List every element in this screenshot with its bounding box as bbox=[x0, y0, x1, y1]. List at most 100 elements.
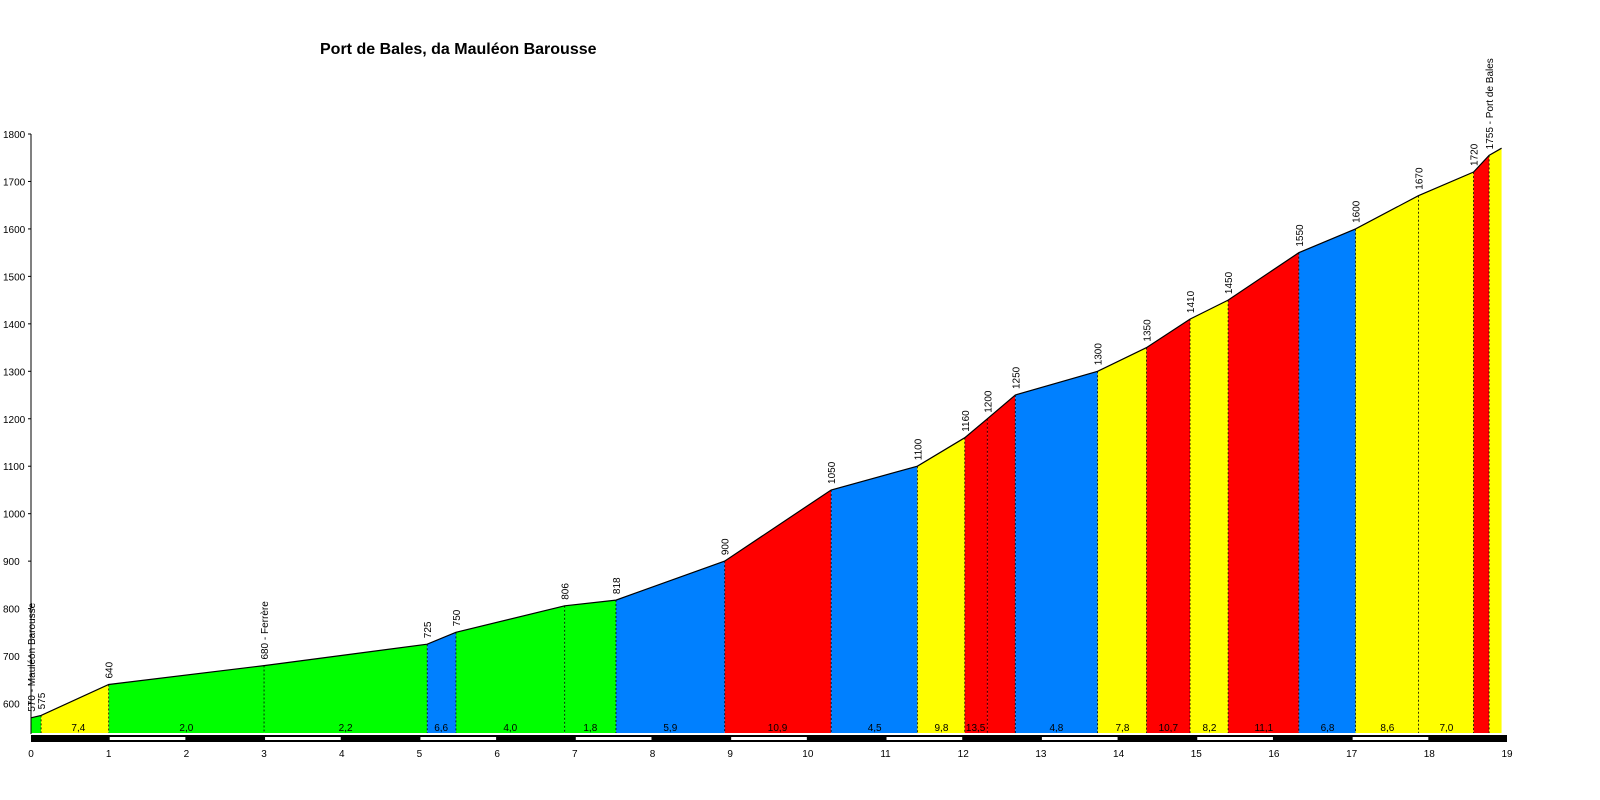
altitude-label: 1550 bbox=[1295, 224, 1306, 247]
x-axis-bar-band bbox=[575, 737, 652, 740]
profile-segment bbox=[1190, 300, 1229, 733]
altitude-label: 806 bbox=[561, 583, 572, 600]
profile-segment bbox=[1146, 319, 1191, 733]
profile-segment bbox=[987, 395, 1016, 733]
km-dividers bbox=[40, 155, 1490, 733]
altitude-label: 1670 bbox=[1414, 167, 1425, 190]
profile-segment bbox=[264, 644, 428, 733]
y-tick-label: 700 bbox=[3, 652, 20, 663]
profile-segment bbox=[831, 466, 918, 733]
x-tick-label: 15 bbox=[1191, 749, 1203, 760]
profile-segment bbox=[427, 632, 456, 733]
profile-segment bbox=[724, 489, 832, 733]
altitude-label: 1410 bbox=[1186, 290, 1197, 313]
y-tick-label: 800 bbox=[3, 605, 20, 616]
x-tick-label: 11 bbox=[880, 749, 891, 760]
profile-segment bbox=[964, 418, 988, 733]
x-tick-label: 7 bbox=[572, 749, 578, 760]
x-tick-label: 14 bbox=[1113, 749, 1125, 760]
x-tick-label: 17 bbox=[1346, 749, 1358, 760]
gradient-label: 2,0 bbox=[179, 723, 193, 734]
x-tick-label: 19 bbox=[1501, 749, 1513, 760]
altitude-label: 1100 bbox=[913, 438, 924, 460]
profile-segment bbox=[1355, 195, 1419, 733]
x-tick-label: 16 bbox=[1268, 749, 1280, 760]
profile-segment bbox=[1418, 171, 1474, 733]
gradient-label: 4,0 bbox=[503, 723, 517, 734]
altitude-label: 1350 bbox=[1143, 319, 1154, 342]
x-tick-label: 10 bbox=[802, 749, 814, 760]
y-tick-label: 600 bbox=[3, 700, 20, 711]
profile-segment bbox=[108, 665, 265, 733]
profile-segment bbox=[1298, 228, 1356, 733]
y-tick-label: 1000 bbox=[3, 510, 26, 521]
y-tick-label: 1800 bbox=[3, 130, 26, 141]
altitude-label: 1755 - Port de Bales bbox=[1485, 58, 1496, 149]
y-tick-label: 1600 bbox=[3, 225, 26, 236]
x-tick-label: 5 bbox=[417, 749, 423, 760]
profile-outline bbox=[30, 147, 1502, 719]
y-tick-label: 1300 bbox=[3, 367, 26, 378]
gradient-label: 4,5 bbox=[868, 723, 882, 734]
profile-segment bbox=[1473, 155, 1490, 733]
gradient-label: 8,6 bbox=[1380, 723, 1394, 734]
profile-segment bbox=[455, 605, 565, 733]
y-tick-label: 1400 bbox=[3, 320, 26, 331]
gradient-label: 2,2 bbox=[339, 723, 353, 734]
x-tick-label: 12 bbox=[958, 749, 970, 760]
gradient-label: 10,7 bbox=[1159, 723, 1179, 734]
x-tick-label: 8 bbox=[650, 749, 656, 760]
altitude-label: 1200 bbox=[983, 390, 994, 413]
altitude-label: 1450 bbox=[1224, 271, 1235, 294]
x-tick-label: 4 bbox=[339, 749, 345, 760]
altitude-label: 640 bbox=[105, 661, 116, 678]
chart-title: Port de Bales, da Mauléon Barousse bbox=[320, 41, 597, 58]
profile-segment bbox=[1228, 252, 1299, 733]
gradient-label: 13,5 bbox=[966, 723, 986, 734]
x-axis-bar-band bbox=[731, 737, 807, 740]
gradient-label: 9,8 bbox=[935, 723, 949, 734]
gradient-label: 7,4 bbox=[71, 723, 85, 734]
altitude-labels: 570 - Mauléon Barousse 575 640 680 - Ferrèr… bbox=[27, 58, 1496, 712]
altitude-label: 818 bbox=[612, 577, 623, 594]
profile-segment bbox=[1097, 347, 1147, 733]
gradient-label: 8,2 bbox=[1203, 723, 1217, 734]
altitude-label: 680 - Ferrère bbox=[260, 601, 271, 660]
x-axis-bar-band bbox=[1197, 737, 1273, 740]
y-tick-label: 900 bbox=[3, 557, 20, 568]
altitude-label: 900 bbox=[721, 538, 732, 555]
profile-segment bbox=[615, 561, 725, 733]
x-tick-label: 6 bbox=[494, 749, 500, 760]
altitude-label: 1720 bbox=[1470, 143, 1481, 166]
x-tick-label: 3 bbox=[261, 749, 267, 760]
gradient-label: 10,9 bbox=[768, 723, 788, 734]
x-axis-bar-band bbox=[420, 737, 497, 740]
altitude-label: 1300 bbox=[1094, 343, 1105, 366]
profile-segment bbox=[41, 684, 109, 733]
gradient-label: 1,8 bbox=[583, 723, 597, 734]
altitude-label: 575 bbox=[37, 692, 48, 709]
altitude-label: 725 bbox=[423, 621, 434, 638]
profile-segment bbox=[1015, 371, 1098, 733]
x-axis: 0 1 2 3 4 5 6 7 8 9 10 11 12 13 14 15 16 17 18 19 bbox=[28, 735, 1513, 760]
gradient-label: 5,9 bbox=[663, 723, 677, 734]
gradient-label: 7,0 bbox=[1439, 723, 1453, 734]
x-axis-bar-band bbox=[265, 737, 341, 740]
y-tick-label: 1500 bbox=[3, 272, 26, 283]
gradient-label: 6,6 bbox=[434, 723, 448, 734]
y-axis: 600 700 800 900 1000 1100 1200 1300 1400 1500 1600… bbox=[3, 130, 32, 734]
gradient-labels: 7,4 2,0 2,2 6,6 4,0 1,8 5,9 10,9 4,5 9,8 13,5 4,8 7,… bbox=[71, 723, 1453, 734]
gradient-label: 7,8 bbox=[1116, 723, 1130, 734]
x-tick-label: 9 bbox=[727, 749, 733, 760]
x-tick-label: 1 bbox=[106, 749, 112, 760]
x-axis-bar-band bbox=[109, 737, 186, 740]
x-axis-bar-band bbox=[1352, 737, 1429, 740]
x-tick-label: 18 bbox=[1424, 749, 1436, 760]
altitude-label: 1250 bbox=[1011, 366, 1022, 389]
x-tick-label: 0 bbox=[28, 749, 34, 760]
profile-segment bbox=[564, 600, 616, 733]
profile-segment bbox=[917, 437, 965, 733]
altitude-label: 1050 bbox=[827, 461, 838, 484]
altitude-label: 750 bbox=[452, 609, 463, 626]
